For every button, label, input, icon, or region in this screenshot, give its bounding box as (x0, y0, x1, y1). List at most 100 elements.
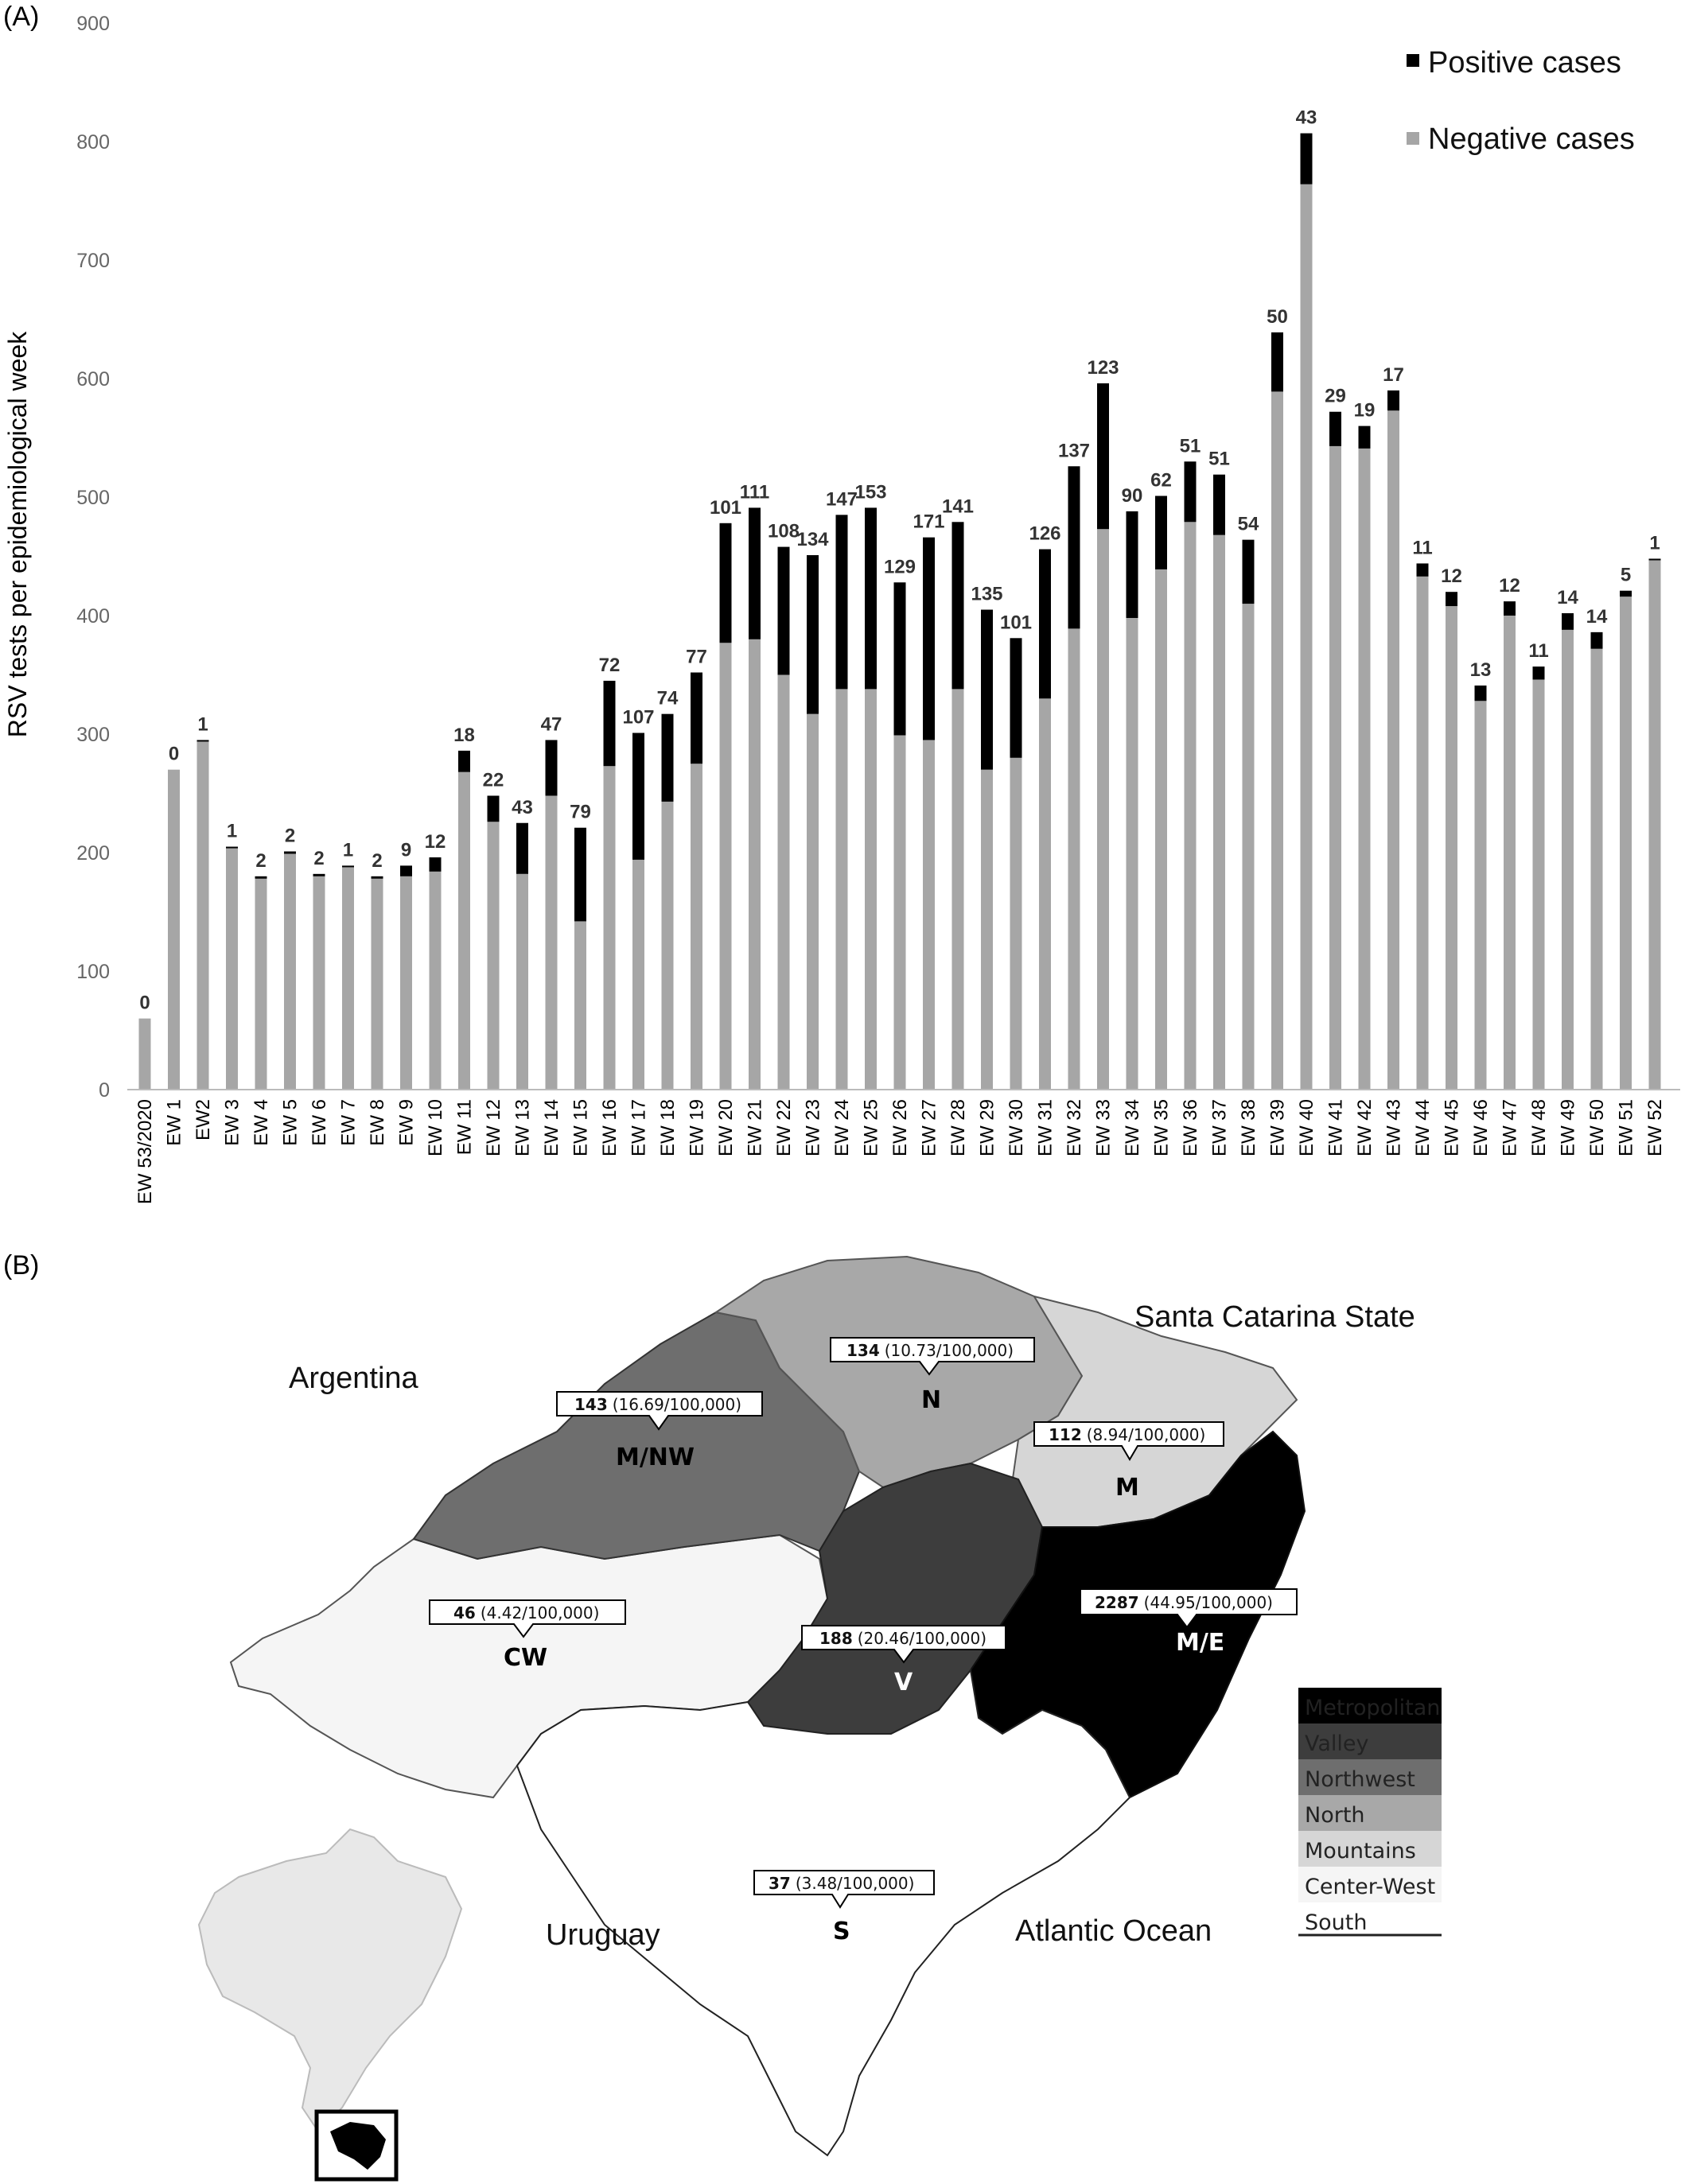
bar-negative (255, 878, 267, 1090)
x-tick-label: EW 49 (1558, 1099, 1579, 1156)
data-label-positive: 14 (1586, 606, 1608, 628)
bar-positive (1068, 466, 1080, 629)
bar-negative (1184, 522, 1197, 1090)
bar-negative (1155, 569, 1167, 1090)
bar-positive (1271, 332, 1283, 392)
svg-text:143(16.69/100,000): 143 (16.69/100,000) (574, 1395, 741, 1414)
data-label-positive: 2 (313, 848, 324, 869)
bar-negative (429, 871, 442, 1090)
data-label-positive: 14 (1557, 587, 1578, 608)
bar-negative (893, 735, 906, 1090)
bar-positive (1620, 590, 1632, 597)
bar-negative (458, 771, 470, 1090)
x-tick-label: EW 6 (309, 1099, 330, 1146)
data-label-positive: 79 (570, 802, 591, 823)
svg-text:134(10.73/100,000): 134 (10.73/100,000) (846, 1341, 1014, 1360)
svg-text:112(8.94/100,000): 112 (8.94/100,000) (1049, 1425, 1205, 1444)
code-s: S (833, 1918, 850, 1945)
data-label-positive: 9 (401, 839, 411, 861)
bar-positive (342, 865, 354, 868)
bar-negative (371, 878, 383, 1090)
bar-negative (1271, 391, 1283, 1090)
x-tick-label: EW 32 (1064, 1099, 1085, 1156)
bar-negative (1648, 559, 1661, 1090)
bar-positive (255, 876, 267, 879)
label-uruguay: Uruguay (546, 1918, 660, 1952)
x-tick-label: EW 4 (251, 1099, 272, 1146)
callout-m-e: 2287 (44.95/100,000) M/E (1080, 1588, 1298, 1657)
data-label-positive: 22 (483, 769, 504, 791)
bar-negative (749, 639, 761, 1090)
data-label-positive: 18 (453, 725, 475, 746)
data-label-positive: 0 (139, 993, 150, 1014)
bar-positive (835, 515, 848, 690)
data-label-positive: 171 (913, 511, 944, 533)
bar-positive (197, 740, 209, 742)
map-legend-swatch (1298, 1795, 1442, 1831)
bar-positive (284, 851, 296, 854)
data-label-positive: 153 (854, 481, 886, 503)
bar-negative (197, 740, 209, 1090)
bar-series (138, 133, 1661, 1090)
bar-negative (1010, 757, 1022, 1090)
data-label-positive: 12 (425, 831, 446, 853)
bar-negative (1562, 629, 1574, 1090)
chart-legend: Positive cases Negative cases (1407, 46, 1635, 156)
rs-region-map: Argentina Santa Catarina State Uruguay A… (197, 1255, 1442, 2182)
bar-negative (603, 766, 616, 1090)
map-legend-swatch (1298, 1688, 1442, 1723)
bar-negative (1242, 604, 1255, 1090)
x-tick-label: EW 27 (919, 1099, 940, 1156)
data-label-positive: 72 (599, 655, 621, 676)
data-label-positive: 74 (657, 688, 679, 709)
inset-rs-shape (330, 2122, 386, 2170)
x-tick-label: EW 17 (628, 1099, 650, 1156)
x-tick-label: EW 41 (1325, 1099, 1347, 1156)
x-tick-label: EW 26 (889, 1099, 911, 1156)
x-tick-label: EW 47 (1500, 1099, 1521, 1156)
bar-positive (1126, 511, 1138, 618)
data-label-positive: 135 (971, 584, 1002, 605)
bar-negative (487, 822, 500, 1090)
bar-positive (719, 523, 732, 643)
data-label-positive: 123 (1087, 357, 1119, 379)
legend-label-negative: Negative cases (1428, 122, 1635, 156)
bar-positive (516, 822, 528, 874)
x-axis-ticks: EW 53/2020 EW 1 EW2 EW 3 EW 4 EW 5 EW 6 EW 7 EW … (134, 1099, 1666, 1204)
svg-text:46(4.42/100,000): 46 (4.42/100,000) (453, 1603, 599, 1622)
bar-positive (371, 876, 383, 879)
callout-cw: 46 (4.42/100,000) CW (429, 1599, 626, 1672)
data-label-positive: 134 (796, 529, 829, 550)
x-tick-label: EW 16 (599, 1099, 621, 1156)
data-label-positive: 90 (1122, 485, 1143, 507)
x-tick-label: EW 9 (396, 1099, 418, 1146)
bar-negative (1387, 410, 1399, 1090)
bar-positive (574, 827, 586, 922)
bar-negative (1446, 606, 1457, 1090)
data-label-positive: 0 (169, 744, 179, 765)
data-label-positive: 12 (1441, 565, 1462, 587)
data-label-positive: 19 (1354, 400, 1376, 422)
x-tick-label: EW 33 (1093, 1099, 1115, 1156)
data-label-positive: 51 (1180, 435, 1201, 457)
bar-negative (1416, 576, 1429, 1090)
bar-positive (807, 555, 819, 714)
y-tick-label: 300 (76, 724, 110, 746)
bar-negative (138, 1018, 151, 1090)
label-atlantic-ocean: Atlantic Ocean (1015, 1914, 1212, 1948)
data-label-positive: 1 (227, 821, 237, 842)
bar-negative (1620, 597, 1632, 1090)
bar-positive (1504, 601, 1516, 616)
y-axis-label: RSV tests per epidemiological week (3, 331, 32, 737)
bar-positive (226, 846, 238, 849)
legend-label-positive: Positive cases (1428, 46, 1621, 80)
svg-text:188(20.46/100,000): 188 (20.46/100,000) (819, 1629, 986, 1648)
map-legend-label: North (1305, 1803, 1365, 1828)
code-cw: CW (504, 1644, 547, 1672)
bar-negative (545, 795, 558, 1090)
bar-negative (313, 876, 325, 1090)
data-label-positive: 2 (285, 826, 295, 847)
data-label-positive: 101 (1000, 612, 1032, 633)
x-tick-label: EW 5 (280, 1099, 302, 1146)
